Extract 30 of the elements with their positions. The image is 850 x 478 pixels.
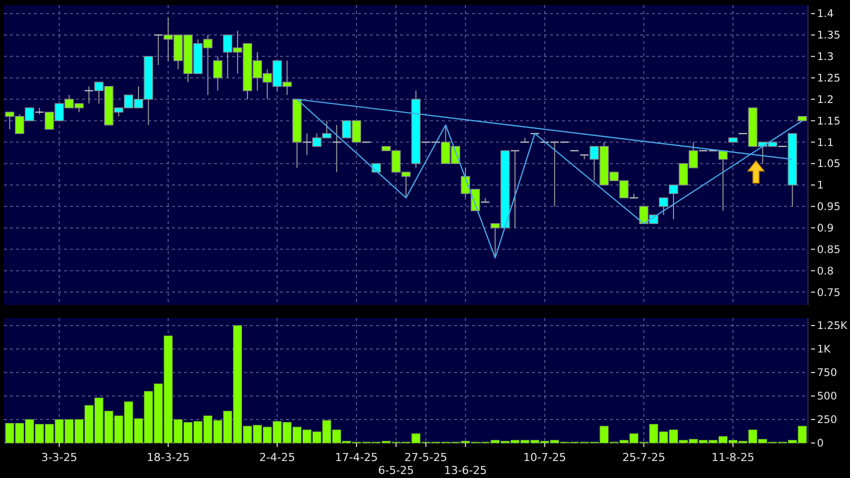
y-tick-label: 1.1 bbox=[817, 136, 834, 149]
x-tick-label: 27-5-25 bbox=[404, 451, 448, 464]
y-tick-label: 1.2 bbox=[817, 94, 834, 106]
y-tick-label: 0.85 bbox=[817, 244, 840, 256]
y-tick-label: 1.15 bbox=[817, 115, 840, 128]
y-tick-label: 1.25K bbox=[817, 320, 848, 332]
y-tick-label: 1K bbox=[817, 344, 832, 356]
y-tick-label: 500 bbox=[817, 390, 838, 403]
y-tick-label: 1.05 bbox=[817, 158, 840, 170]
x-tick-label: 25-7-25 bbox=[622, 451, 666, 464]
x-tick-label: 18-3-25 bbox=[146, 451, 190, 464]
x-tick-label: 11-8-25 bbox=[711, 451, 754, 464]
y-tick-label: 0 bbox=[817, 438, 824, 450]
x-tick-label: 10-7-25 bbox=[523, 451, 566, 464]
y-tick-label: 0.75 bbox=[817, 286, 840, 299]
y-tick-label: 1.3 bbox=[817, 51, 834, 64]
y-tick-label: 1.4 bbox=[817, 8, 834, 20]
y-tick-label: 750 bbox=[817, 367, 838, 380]
x-tick-label: 3-3-25 bbox=[41, 451, 78, 464]
x-tick-label: 2-4-25 bbox=[259, 451, 296, 464]
x-tick-label: 6-5-25 bbox=[378, 464, 414, 477]
x-tick-label: 17-4-25 bbox=[334, 451, 378, 464]
y-tick-label: 1 bbox=[817, 180, 824, 192]
y-tick-label: 0.9 bbox=[817, 222, 834, 235]
y-tick-label: 0.95 bbox=[817, 201, 840, 214]
y-tick-label: 1.25 bbox=[817, 72, 840, 85]
y-tick-label: 250 bbox=[817, 414, 838, 426]
x-tick-label: 13-6-25 bbox=[444, 464, 487, 477]
y-tick-label: 1.35 bbox=[817, 30, 840, 42]
y-tick-label: 0.8 bbox=[817, 265, 834, 278]
